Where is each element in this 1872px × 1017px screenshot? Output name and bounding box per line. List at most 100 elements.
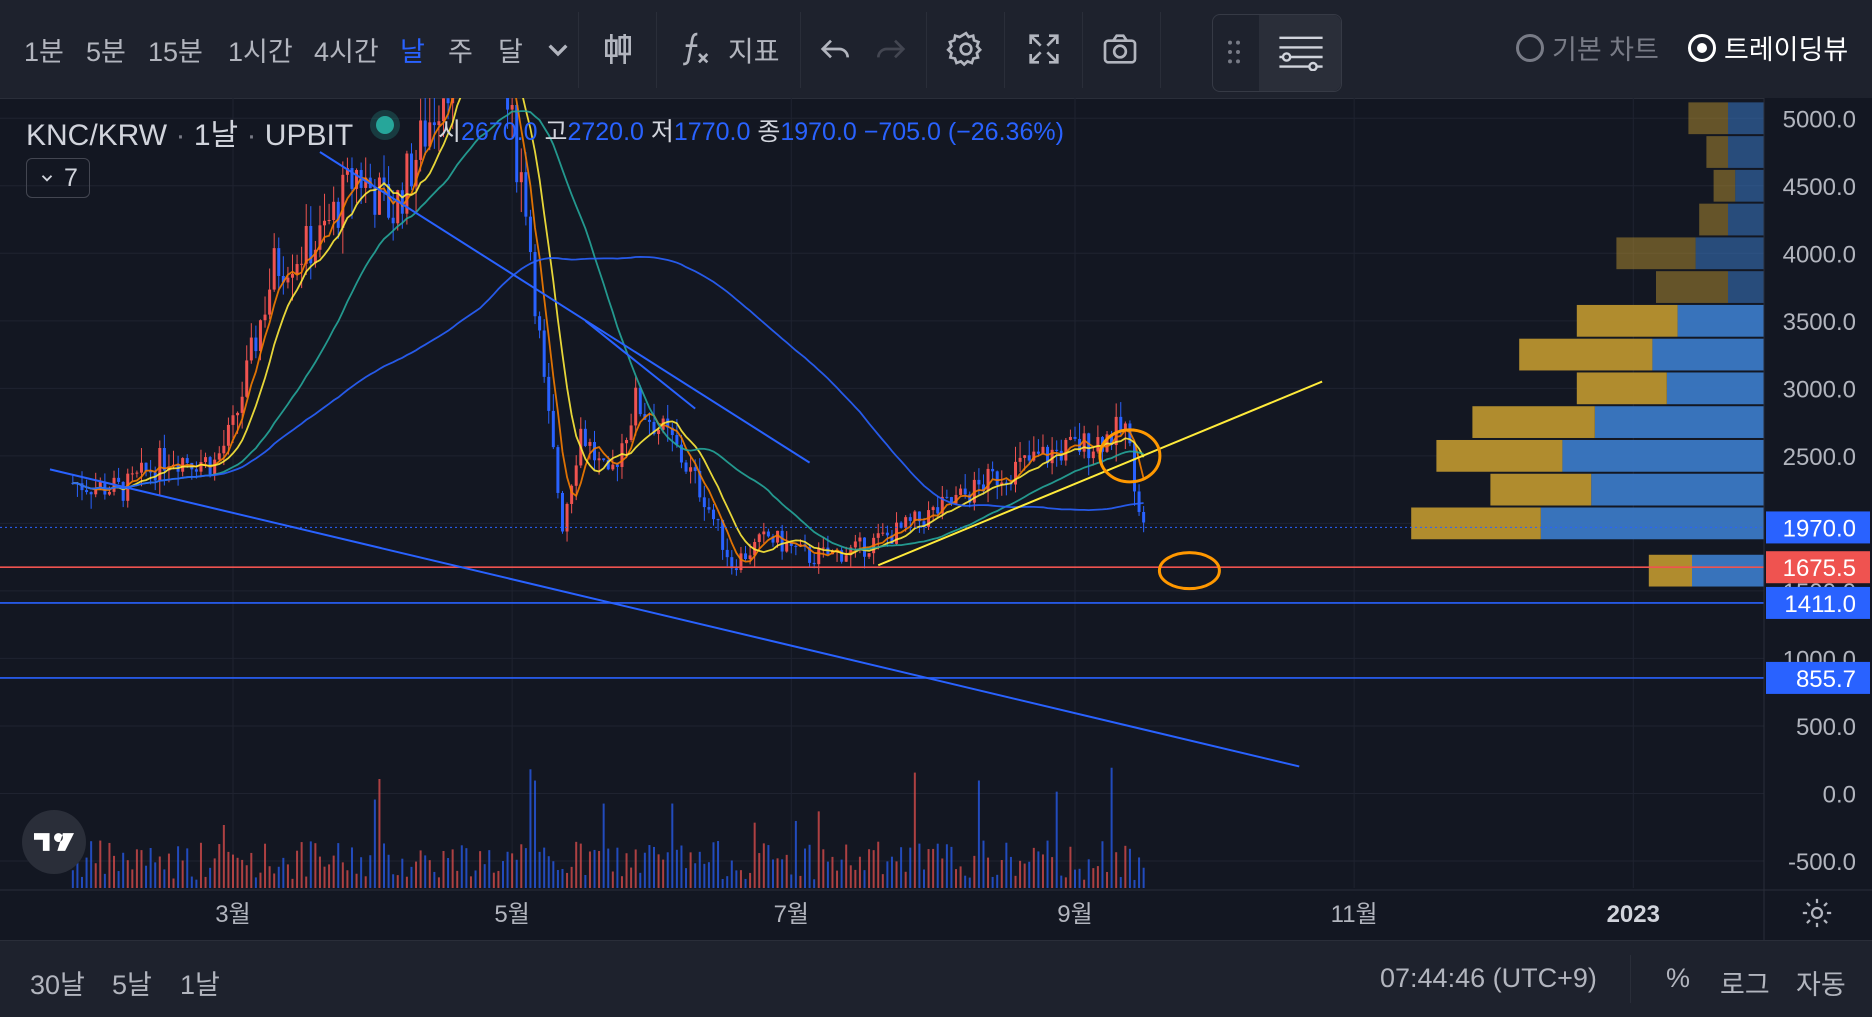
drag-handle-icon[interactable]	[1219, 25, 1249, 79]
function-icon[interactable]	[670, 22, 718, 76]
volume-bar	[85, 857, 88, 888]
candle-body	[593, 442, 597, 461]
candle-body	[341, 174, 345, 228]
indicators-label[interactable]: 지표	[728, 36, 780, 67]
volume-bars	[71, 767, 1145, 888]
candle-body	[881, 532, 885, 534]
candle-body	[428, 122, 432, 147]
tradingview-radio[interactable]: 트레이딩뷰	[1688, 28, 1848, 67]
price-chart[interactable]: 5000.04500.04000.03500.03000.02500.02000…	[0, 98, 1872, 940]
tradingview-logo-icon[interactable]	[22, 810, 86, 874]
highlight-circle[interactable]	[1157, 551, 1221, 591]
candle-body	[1000, 482, 1004, 486]
price-label-text: 855.7	[1796, 666, 1856, 693]
volume-bar	[895, 861, 898, 888]
volume-bar	[927, 849, 930, 888]
candle-body	[1123, 423, 1127, 432]
candle-body	[1050, 449, 1054, 464]
timeframe-5m[interactable]: 5분	[86, 37, 126, 67]
radio-unchecked-icon	[1516, 33, 1544, 62]
candle-body	[629, 425, 633, 441]
trend-line[interactable]	[49, 468, 1300, 768]
candle-body	[675, 435, 679, 445]
price-tick-label: 3500.0	[1783, 309, 1856, 336]
timeframe-week[interactable]: 주	[448, 37, 473, 67]
trend-line[interactable]	[877, 380, 1323, 567]
volume-bar	[309, 841, 312, 888]
volume-bar	[373, 799, 376, 888]
highlight-circle[interactable]	[1098, 428, 1162, 484]
candle-body	[1114, 416, 1118, 446]
basic-chart-radio[interactable]: 기본 차트	[1516, 28, 1659, 67]
auto-scale-toggle[interactable]: 자동	[1796, 970, 1846, 1000]
chevron-down-icon[interactable]	[534, 22, 582, 76]
range-5d[interactable]: 5날	[112, 970, 152, 1000]
volume-bar	[268, 866, 271, 888]
range-1d[interactable]: 1날	[180, 970, 220, 1000]
chart-area[interactable]: 5000.04500.04000.03500.03000.02500.02000…	[0, 98, 1872, 940]
volume-bar	[1014, 875, 1017, 888]
volume-bar	[575, 841, 578, 888]
volume-bar	[726, 876, 729, 888]
timeframe-1h[interactable]: 1시간	[228, 37, 293, 67]
volume-bar	[337, 843, 340, 888]
price-label-badge	[1766, 551, 1870, 584]
log-scale-toggle[interactable]: 로그	[1720, 970, 1770, 1000]
percent-scale-toggle[interactable]: %	[1666, 963, 1691, 993]
volume-bar	[291, 878, 294, 888]
price-label-badge	[1766, 661, 1870, 694]
gear-icon[interactable]	[942, 22, 990, 76]
volume-bar	[593, 849, 596, 888]
candle-body	[226, 424, 230, 446]
candle-body	[551, 410, 555, 448]
volume-bar	[387, 854, 390, 888]
clock-timezone[interactable]: 07:44:46 (UTC+9)	[1380, 963, 1597, 993]
timeframe-month[interactable]: 달	[498, 37, 523, 67]
volume-bar	[611, 871, 614, 888]
chart-settings-gear-icon[interactable]	[1800, 896, 1834, 930]
candle-body	[945, 496, 949, 498]
volume-bar	[1060, 875, 1063, 888]
redo-icon[interactable]	[866, 22, 914, 76]
undo-icon[interactable]	[812, 22, 860, 76]
volume-bar	[1128, 848, 1131, 888]
time-tick-label: 3월	[215, 901, 250, 928]
timeframe-15m[interactable]: 15분	[148, 37, 203, 67]
range-30d[interactable]: 30날	[30, 970, 85, 1000]
volume-bar	[739, 870, 742, 888]
timeframe-4h[interactable]: 4시간	[314, 37, 379, 67]
candle-body	[922, 521, 926, 527]
volume-profile-down-bar	[1677, 304, 1764, 337]
volume-profile-up-bar	[1688, 102, 1728, 135]
candle-body	[744, 553, 748, 560]
volume-bar	[415, 861, 418, 888]
menu-lines-button[interactable]	[1259, 15, 1341, 91]
candle-body	[766, 531, 770, 537]
volume-bar	[909, 847, 912, 888]
candle-body	[1091, 451, 1095, 459]
volume-profile-down-bar	[1562, 439, 1764, 472]
trend-line[interactable]	[319, 151, 811, 464]
candle-body	[396, 190, 400, 224]
timeframe-day[interactable]: 날	[400, 37, 425, 67]
candle-body	[776, 530, 780, 543]
candle-body	[670, 427, 674, 436]
camera-icon[interactable]	[1096, 22, 1144, 76]
volume-bar	[488, 850, 491, 888]
fullscreen-icon[interactable]	[1020, 22, 1068, 76]
indicator-collapse-button[interactable]: 7	[26, 158, 90, 198]
timeframe-1m[interactable]: 1분	[24, 37, 64, 67]
candle-body	[657, 429, 661, 434]
toolbar-divider	[1004, 12, 1005, 88]
volume-bar	[250, 852, 253, 888]
volume-bar	[437, 877, 440, 888]
candle-body	[867, 553, 871, 557]
volume-bar	[1110, 767, 1113, 888]
candlestick-icon[interactable]	[594, 22, 642, 76]
trend-line[interactable]	[584, 320, 696, 410]
volume-bar	[1115, 852, 1118, 888]
volume-bar	[941, 858, 944, 888]
volume-bar	[735, 870, 738, 888]
volume-bar	[630, 867, 633, 888]
candle-body	[139, 462, 143, 473]
